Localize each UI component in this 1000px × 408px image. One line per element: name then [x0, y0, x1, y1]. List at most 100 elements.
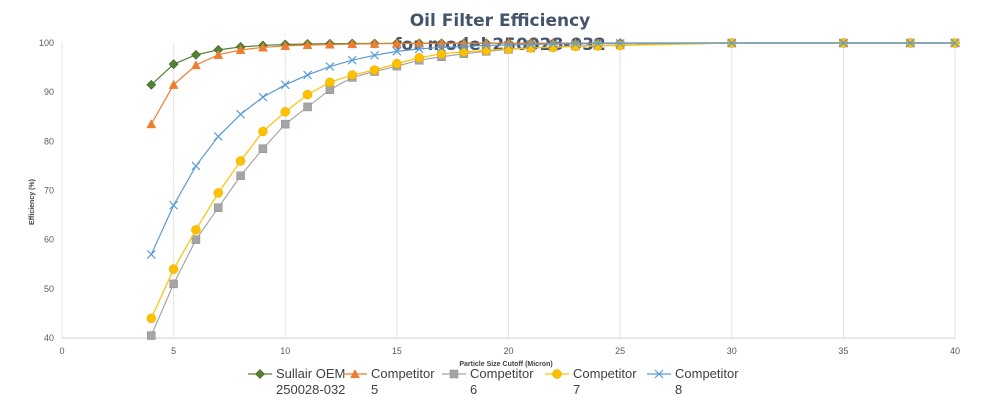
- x-marker-stroke: [727, 38, 737, 48]
- data-point: [169, 200, 179, 210]
- x-tick-label: 40: [950, 346, 960, 356]
- x-marker-stroke: [526, 40, 536, 49]
- x-tick-label: 25: [615, 346, 625, 356]
- x-tick-label: 30: [727, 346, 737, 356]
- legend-marker: [552, 369, 562, 379]
- x-marker-stroke: [548, 39, 558, 49]
- legend-label-line-2: 7: [573, 382, 580, 397]
- data-point: [370, 50, 379, 60]
- axes: 0 5 10 15 20 25 30 35 40 40 50 60 70 80 90 100: [39, 38, 960, 356]
- x-marker-stroke: [347, 55, 357, 65]
- data-point: [258, 144, 268, 153]
- x-marker-stroke: [370, 50, 379, 60]
- data-point: [236, 109, 246, 119]
- legend-marker: [255, 369, 265, 379]
- x-marker-stroke: [905, 38, 915, 48]
- y-tick-label: 70: [44, 186, 54, 196]
- x-axis-label: Particle Size Cutoff (Micron): [459, 361, 552, 368]
- data-point: [593, 39, 603, 48]
- series-layer: [146, 37, 960, 340]
- data-point: [213, 188, 224, 198]
- data-point: [526, 40, 536, 49]
- data-point: [414, 53, 424, 63]
- legend-label-line-2: 5: [371, 382, 378, 397]
- data-point: [191, 235, 201, 244]
- data-point: [303, 70, 312, 80]
- data-point: [147, 331, 156, 340]
- y-tick-label: 90: [44, 87, 54, 97]
- legend-marker: [449, 369, 459, 379]
- data-point: [191, 60, 201, 70]
- legend-label-line-2: 250028-032: [276, 382, 345, 397]
- data-point: [392, 46, 402, 56]
- legend-marker: [350, 368, 360, 379]
- data-point: [214, 203, 223, 212]
- data-point: [571, 39, 580, 49]
- data-point: [168, 264, 179, 274]
- data-point: [437, 43, 446, 52]
- series-line: [150, 42, 955, 255]
- data-point: [369, 65, 380, 75]
- data-point: [414, 38, 425, 48]
- x-marker-stroke: [481, 41, 491, 50]
- data-point: [191, 161, 201, 171]
- data-point: [369, 38, 380, 48]
- data-point: [347, 70, 357, 80]
- data-point: [905, 38, 915, 48]
- data-point: [459, 42, 469, 51]
- data-point: [481, 41, 491, 50]
- data-point: [280, 107, 290, 117]
- data-point: [391, 38, 402, 48]
- data-point: [213, 131, 223, 141]
- data-point: [235, 44, 246, 54]
- x-marker-stroke: [191, 161, 201, 171]
- data-point: [280, 40, 291, 51]
- x-marker-stroke: [838, 38, 848, 48]
- data-point: [615, 38, 625, 48]
- x-marker-stroke: [437, 43, 446, 52]
- x-marker-stroke: [213, 131, 223, 141]
- x-marker-stroke: [593, 39, 603, 48]
- data-point: [950, 38, 960, 48]
- data-point: [258, 92, 268, 102]
- x-tick-label: 20: [503, 346, 513, 356]
- data-point: [146, 119, 157, 129]
- data-point: [302, 89, 313, 100]
- x-marker-stroke: [325, 62, 335, 72]
- chart-title-line-1: Oil Filter Efficiency: [410, 11, 591, 31]
- series-3: [146, 38, 960, 324]
- data-point: [347, 55, 357, 65]
- data-point: [324, 39, 335, 49]
- y-axis-label: Efficiency (%): [29, 179, 36, 225]
- data-point: [168, 59, 179, 70]
- x-marker-stroke: [303, 70, 312, 80]
- data-point: [280, 80, 290, 90]
- series-line: [150, 42, 955, 319]
- data-point: [459, 47, 469, 57]
- data-point: [727, 38, 737, 48]
- data-point: [258, 126, 268, 137]
- x-tick-label: 10: [280, 346, 290, 356]
- legend-label: Competitor: [470, 366, 534, 381]
- y-tick-label: 40: [44, 333, 54, 343]
- data-point: [258, 42, 268, 52]
- data-point: [168, 79, 179, 89]
- data-point: [281, 119, 290, 129]
- data-point: [146, 79, 157, 90]
- series-2: [147, 38, 960, 340]
- legend-label-line-2: 6: [470, 382, 477, 397]
- legend-label: Sullair OEM: [276, 366, 345, 381]
- data-point: [303, 102, 312, 112]
- x-marker-stroke: [236, 109, 246, 119]
- data-point: [526, 43, 536, 53]
- data-point: [191, 225, 201, 235]
- x-tick-label: 15: [392, 346, 402, 356]
- y-tick-label: 100: [39, 38, 54, 48]
- data-point: [414, 44, 424, 54]
- legend-marker: [654, 369, 664, 379]
- x-marker-stroke: [258, 92, 268, 102]
